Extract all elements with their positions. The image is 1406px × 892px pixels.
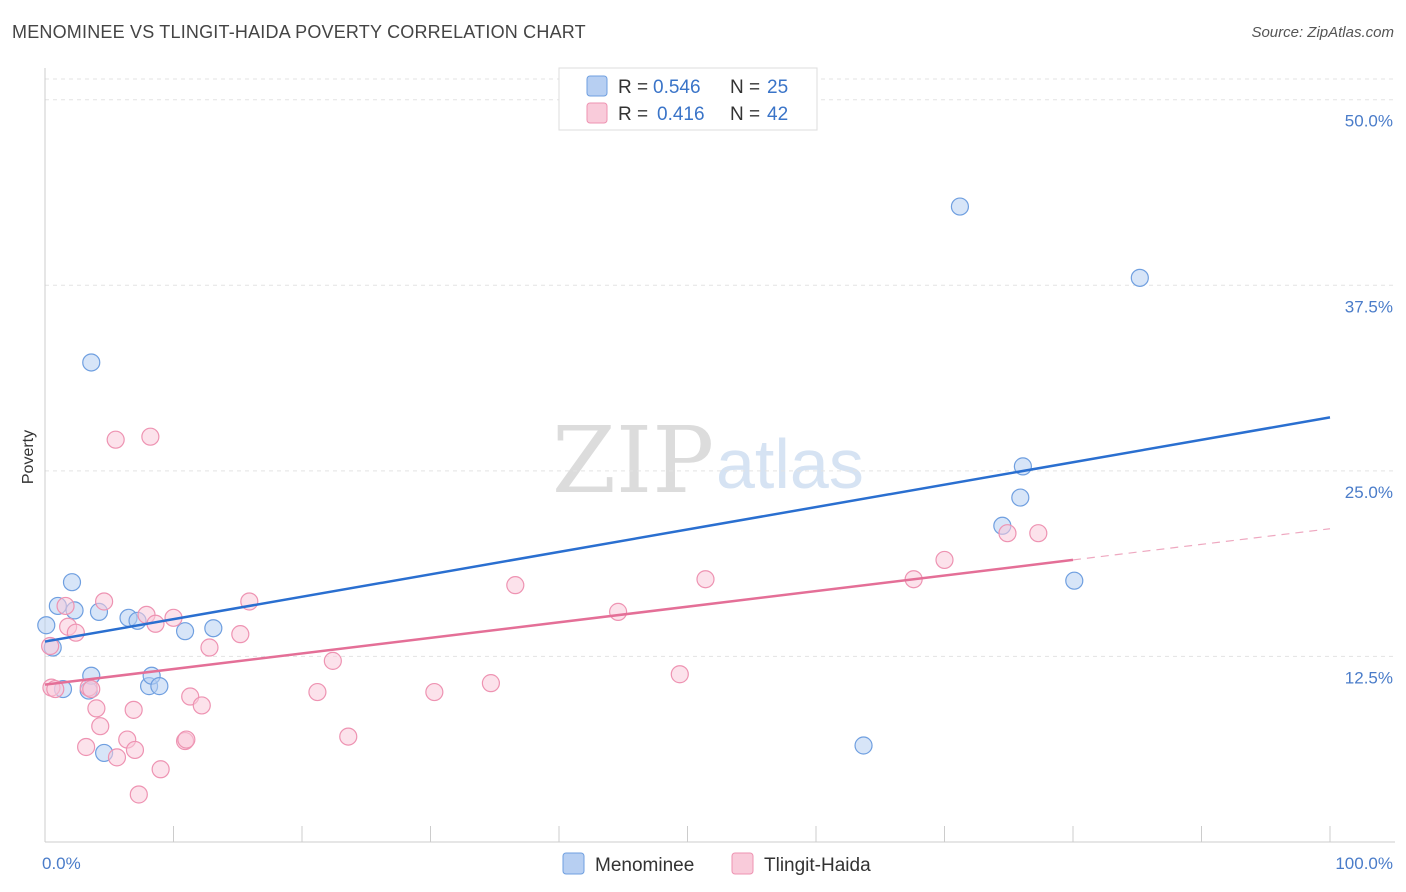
data-point bbox=[998, 524, 1017, 543]
data-point bbox=[95, 592, 114, 611]
chart-title: MENOMINEE VS TLINGIT-HAIDA POVERTY CORRE… bbox=[12, 22, 586, 42]
data-point bbox=[231, 625, 250, 644]
data-point bbox=[66, 623, 85, 642]
data-point bbox=[37, 616, 56, 635]
stat-legend-n-label-2: N = bbox=[730, 104, 760, 125]
trend-line-tlingit-haida bbox=[44, 558, 1074, 686]
data-point bbox=[1011, 488, 1030, 507]
data-point bbox=[82, 679, 101, 699]
watermark-atlas: atlas bbox=[716, 425, 864, 503]
data-point bbox=[175, 622, 195, 641]
data-point bbox=[150, 677, 169, 696]
data-point bbox=[670, 665, 689, 684]
data-point bbox=[506, 576, 525, 595]
legend-swatch-tlingit-haida bbox=[731, 852, 754, 875]
y-tick-label: 50.0% bbox=[1345, 112, 1393, 131]
data-point bbox=[56, 596, 75, 616]
data-point bbox=[151, 760, 170, 779]
data-point bbox=[696, 570, 715, 589]
data-point bbox=[106, 430, 125, 449]
stat-legend: R = 0.546 N = 25 R = 0.416 N = 42 bbox=[558, 67, 818, 131]
data-point bbox=[141, 427, 160, 446]
data-point bbox=[950, 197, 970, 216]
data-point bbox=[1029, 524, 1048, 543]
data-point bbox=[87, 699, 106, 718]
source-label: Source: ZipAtlas.com bbox=[1251, 24, 1394, 41]
trend-line-extension-tlingit-haida bbox=[1072, 528, 1331, 561]
data-point bbox=[177, 730, 196, 749]
data-point bbox=[308, 682, 327, 702]
data-point bbox=[609, 602, 628, 621]
data-point bbox=[77, 737, 96, 757]
grid-lines bbox=[45, 78, 1395, 657]
watermark-zip: ZIP bbox=[552, 407, 714, 514]
y-tick-label: 12.5% bbox=[1345, 668, 1393, 687]
data-point bbox=[1130, 268, 1149, 287]
watermark: ZIP atlas bbox=[552, 407, 864, 514]
data-point bbox=[200, 638, 219, 657]
data-point bbox=[124, 700, 143, 719]
stat-legend-r-label-2: R = bbox=[618, 104, 648, 125]
stat-legend-n-value-tlingit-haida: 42 bbox=[767, 104, 788, 125]
data-point bbox=[323, 651, 342, 670]
legend-swatch-menominee bbox=[562, 852, 585, 875]
stat-legend-n-label-1: N = bbox=[730, 77, 760, 98]
data-points bbox=[37, 197, 1149, 804]
data-point bbox=[204, 619, 223, 638]
data-point bbox=[82, 353, 101, 372]
trend-lines bbox=[44, 416, 1331, 686]
stat-legend-swatch-tlingit-haida bbox=[586, 102, 608, 124]
data-point bbox=[192, 696, 211, 715]
y-tick-label: 25.0% bbox=[1345, 483, 1393, 502]
data-point bbox=[1065, 571, 1084, 590]
data-point bbox=[935, 550, 954, 570]
data-point bbox=[62, 573, 82, 592]
x-tick-label: 0.0% bbox=[42, 854, 81, 873]
data-point bbox=[425, 682, 444, 702]
data-point bbox=[91, 717, 110, 736]
stat-legend-r-value-menominee: 0.546 bbox=[653, 77, 701, 98]
data-point bbox=[125, 740, 145, 760]
stat-legend-r-label-1: R = bbox=[618, 77, 648, 98]
x-tick-label: 100.0% bbox=[1335, 854, 1393, 873]
legend-label-tlingit-haida: Tlingit-Haida bbox=[764, 855, 871, 876]
data-point bbox=[107, 748, 127, 767]
series-tlingit-haida bbox=[41, 427, 1048, 804]
y-tick-labels: 12.5% 25.0% 37.5% 50.0% bbox=[1345, 112, 1393, 688]
stat-legend-r-value-tlingit-haida: 0.416 bbox=[657, 104, 705, 125]
stat-legend-n-value-menominee: 25 bbox=[767, 77, 788, 98]
data-point bbox=[339, 727, 358, 746]
x-tick-labels: 0.0% 100.0% bbox=[42, 854, 1393, 873]
trend-line-menominee bbox=[44, 416, 1331, 643]
series-legend: Menominee Tlingit-Haida bbox=[562, 852, 871, 876]
y-tick-label: 37.5% bbox=[1345, 297, 1393, 316]
stat-legend-swatch-menominee bbox=[586, 75, 608, 97]
data-point bbox=[854, 736, 873, 755]
data-point bbox=[129, 785, 148, 804]
y-axis-title: Poverty bbox=[20, 430, 37, 484]
axes bbox=[44, 68, 1395, 843]
legend-label-menominee: Menominee bbox=[595, 855, 694, 876]
data-point bbox=[481, 674, 500, 693]
